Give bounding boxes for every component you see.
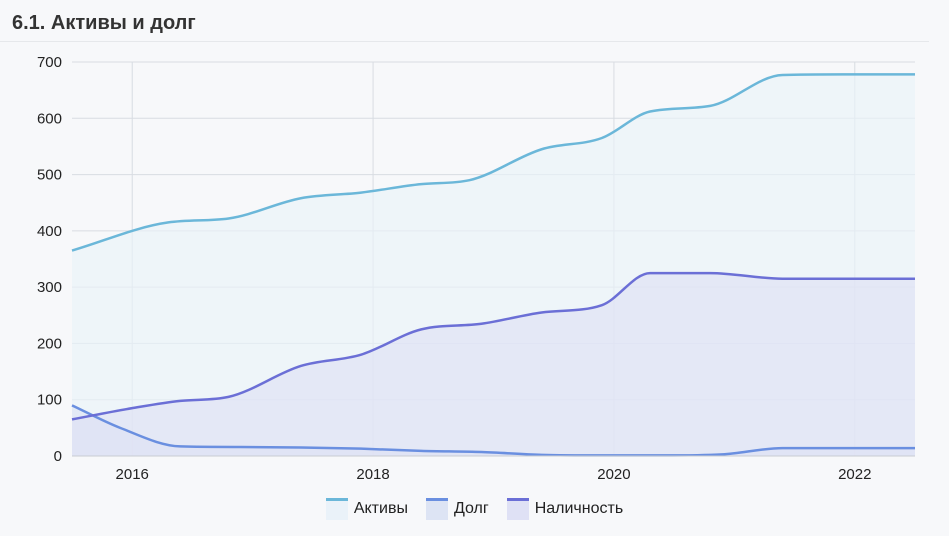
legend-label: Долг	[453, 500, 489, 517]
x-tick-label: 2018	[356, 466, 389, 483]
y-tick-label: 600	[37, 110, 62, 127]
y-tick-label: 300	[37, 279, 62, 296]
y-tick-label: 500	[37, 167, 62, 184]
section-title: 6.1. Активы и долг	[12, 12, 196, 34]
legend-swatch	[425, 498, 448, 520]
legend-swatch	[325, 498, 348, 520]
y-tick-label: 0	[54, 448, 62, 465]
y-tick-label: 200	[37, 335, 62, 352]
legend-item[interactable]: Активы	[325, 498, 408, 520]
legend-item[interactable]: Долг	[425, 498, 489, 520]
assets-debt-chart: 0 100 200 300 400 500 600 700 2016 2018 2020 2022	[37, 54, 915, 483]
chart-legend: Активы Долг Наличность	[0, 498, 949, 520]
series-line-0	[71, 73, 915, 252]
legend-swatch	[506, 498, 529, 520]
x-tick-label: 2020	[597, 466, 630, 483]
legend-item[interactable]: Наличность	[506, 498, 624, 520]
x-tick-label: 2016	[116, 466, 149, 483]
x-tick-label: 2022	[838, 466, 871, 483]
y-tick-label: 100	[37, 392, 62, 409]
legend-label: Активы	[353, 500, 408, 517]
series-line-1	[71, 404, 915, 457]
y-tick-label: 700	[37, 54, 62, 71]
legend-label: Наличность	[534, 500, 624, 517]
section-header: 6.1. Активы и долг	[0, 0, 929, 42]
series-area-2	[72, 273, 915, 456]
series-line-2	[71, 271, 915, 421]
y-tick-label: 400	[37, 223, 62, 240]
